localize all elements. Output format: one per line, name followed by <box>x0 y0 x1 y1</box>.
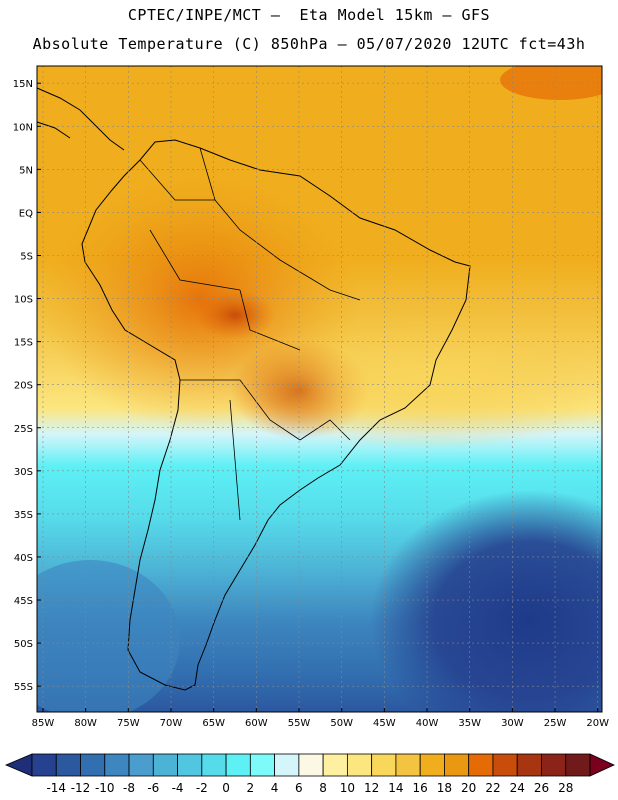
colorbar-tick-label: -12 <box>71 781 91 795</box>
colorbar: -14 -12 -10 -8 -6 -4 -2 0 2 4 6 8 10 12 14 16 18 20 22 24 26… <box>4 753 615 795</box>
lon-label: 55W <box>288 718 311 729</box>
colorbar-over-arrow <box>589 753 615 777</box>
lat-label: 35S <box>14 510 33 521</box>
colorbar-tick-label: 16 <box>413 781 428 795</box>
colorbar-swatch <box>444 753 470 777</box>
lat-label: 15S <box>14 338 33 349</box>
map-frame <box>36 65 603 713</box>
lat-label: 5N <box>19 165 33 176</box>
temperature-field <box>37 66 602 712</box>
chart-title-line2: Absolute Temperature (C) 850hPa – 05/07/… <box>32 35 586 53</box>
colorbar-tick-label: 2 <box>247 781 255 795</box>
lon-label: 45W <box>373 718 396 729</box>
colorbar-swatch <box>177 753 203 777</box>
colorbar-swatch <box>274 753 300 777</box>
lat-label: 55S <box>14 682 33 693</box>
colorbar-tick-label: 24 <box>510 781 525 795</box>
colorbar-tick-label: -8 <box>123 781 135 795</box>
lon-label: 20W <box>586 718 609 729</box>
colorbar-swatch <box>395 753 421 777</box>
lon-label: 35W <box>458 718 481 729</box>
coastline-central-america <box>36 87 125 151</box>
colorbar-swatch <box>346 753 373 777</box>
lat-label: 25S <box>14 424 33 435</box>
chart-title-line1: CPTEC/INPE/MCT – Eta Model 15km – GFS <box>127 6 491 24</box>
colorbar-under-arrow <box>4 753 33 777</box>
colorbar-tick-label: -10 <box>95 781 115 795</box>
lon-label: 85W <box>32 718 55 729</box>
colorbar-swatch <box>128 753 154 777</box>
coastline-south-america <box>81 139 471 691</box>
colorbar-swatch <box>249 753 276 777</box>
colorbar-swatch <box>201 753 227 777</box>
lat-label: 10N <box>13 122 33 133</box>
lon-label: 25W <box>544 718 567 729</box>
colorbar-tick-label: 8 <box>319 781 327 795</box>
colorbar-tick-label: 14 <box>388 781 403 795</box>
colorbar-swatch <box>31 753 57 777</box>
colorbar-tick-label: 26 <box>534 781 549 795</box>
colorbar-tick-label: 4 <box>271 781 279 795</box>
colorbar-swatch <box>419 753 445 777</box>
colorbar-tick-label: 18 <box>437 781 452 795</box>
colorbar-tick-label: -4 <box>172 781 184 795</box>
lon-label: 40W <box>416 718 439 729</box>
lon-label: 80W <box>74 718 97 729</box>
colorbar-swatch <box>55 753 81 777</box>
colorbar-tick-label: -14 <box>46 781 66 795</box>
colorbar-tick-label: -6 <box>147 781 159 795</box>
lat-label: 15N <box>13 79 33 90</box>
colorbar-swatch <box>371 753 397 777</box>
colorbar-tick-label: 0 <box>222 781 230 795</box>
colorbar-swatch <box>298 753 324 777</box>
colorbar-swatch <box>468 753 494 777</box>
colorbar-swatch <box>541 753 567 777</box>
lat-label: 20S <box>14 381 33 392</box>
colorbar-tick-label: 10 <box>340 781 355 795</box>
lon-label: 75W <box>117 718 140 729</box>
lon-label: 50W <box>330 718 353 729</box>
colorbar-swatch <box>322 753 348 777</box>
colorbar-tick-label: -2 <box>196 781 208 795</box>
lat-label: 5S <box>20 251 33 262</box>
colorbar-swatch <box>516 753 542 777</box>
graticule <box>37 66 602 712</box>
colorbar-tick-label: 28 <box>558 781 573 795</box>
colorbar-swatch <box>225 753 251 777</box>
colorbar-tick-label: 12 <box>364 781 379 795</box>
lat-label: 30S <box>14 467 33 478</box>
country-borders <box>139 147 361 521</box>
lon-label: 60W <box>245 718 268 729</box>
colorbar-swatch <box>492 753 518 777</box>
lon-label: 65W <box>202 718 225 729</box>
lat-label: 50S <box>14 639 33 650</box>
latitude-labels: 15N 10N 5N EQ 5S 10S 15S 20S 25S 30S 35S 40S 45S 50S 5… <box>13 79 33 693</box>
lon-label: 70W <box>160 718 183 729</box>
colorbar-swatch <box>565 753 591 777</box>
colorbar-swatch <box>104 753 130 777</box>
lat-label: 10S <box>14 295 33 306</box>
colorbar-swatch <box>152 753 178 777</box>
lat-label: 40S <box>14 553 33 564</box>
colorbar-tick-label: 20 <box>461 781 476 795</box>
lon-label: 30W <box>501 718 524 729</box>
colorbar-swatch <box>80 753 106 777</box>
colorbar-tick-label: 22 <box>485 781 500 795</box>
longitude-labels: 85W 80W 75W 70W 65W 60W 55W 50W 45W 40W 35W 30W 25W 2… <box>32 718 609 729</box>
lat-label: 45S <box>14 596 33 607</box>
lat-label: EQ <box>19 208 33 219</box>
colorbar-tick-label: 6 <box>295 781 303 795</box>
